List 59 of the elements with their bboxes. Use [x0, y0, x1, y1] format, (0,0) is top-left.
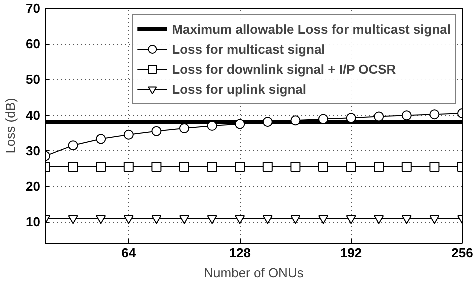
point [235, 215, 246, 224]
point [68, 162, 78, 172]
point [124, 215, 134, 224]
y-tick-label: 50 [26, 72, 41, 88]
point [402, 215, 412, 224]
x-tick-label: 128 [229, 246, 251, 260]
y-tick-label: 70 [26, 1, 41, 16]
point [262, 215, 273, 224]
point [96, 215, 106, 224]
point [318, 162, 328, 172]
y-tick-label: 30 [26, 143, 41, 158]
point [430, 215, 440, 224]
point [68, 140, 78, 151]
point [374, 162, 384, 172]
point [402, 110, 412, 121]
point [124, 162, 134, 172]
legend-label: Loss for uplink signal [172, 82, 306, 96]
y-tick-label: 60 [26, 36, 41, 52]
point [152, 126, 162, 136]
x-tick-label: 192 [340, 246, 362, 260]
y-tick-label: 20 [26, 179, 41, 194]
legend-label: Maximum allowable Loss for multicast signal [172, 22, 451, 36]
y-axis-title: Loss (dB) [3, 98, 18, 154]
point [346, 113, 356, 124]
point [374, 112, 384, 122]
point [207, 121, 218, 131]
point [318, 215, 328, 224]
point [402, 162, 412, 172]
point [124, 130, 134, 140]
y-tick-label: 10 [26, 214, 41, 230]
point [180, 162, 190, 172]
point [96, 162, 106, 172]
point [374, 215, 384, 224]
legend-label: Loss for multicast signal [172, 42, 326, 56]
point [152, 162, 162, 172]
point [96, 134, 106, 144]
point [180, 124, 190, 134]
legend-label: Loss for downlink signal + I/P OCSR [172, 62, 396, 76]
point [262, 117, 273, 128]
x-tick-label: 256 [452, 246, 474, 260]
point [68, 215, 78, 224]
point [152, 215, 162, 224]
point [318, 114, 328, 124]
y-tick-label: 40 [26, 108, 41, 123]
point [262, 162, 273, 172]
point [290, 116, 301, 126]
point [207, 162, 218, 172]
point [235, 162, 246, 172]
point [235, 119, 246, 130]
point [180, 215, 190, 224]
point [430, 110, 440, 120]
point [290, 162, 301, 172]
point [346, 215, 356, 224]
point [207, 215, 218, 224]
point [290, 215, 301, 224]
point [430, 162, 440, 172]
x-axis-title: Number of ONUs [204, 266, 304, 280]
x-tick-label: 64 [122, 246, 137, 260]
point [346, 162, 356, 172]
